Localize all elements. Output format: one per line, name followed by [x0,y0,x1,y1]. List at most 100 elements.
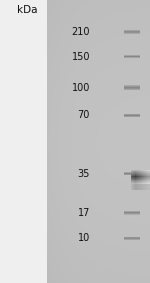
Bar [137,172,138,173]
Text: 210: 210 [72,27,90,37]
Bar [136,180,137,181]
Bar [136,182,137,183]
Bar [149,173,150,174]
Bar [132,184,133,190]
Bar [139,171,140,172]
Text: 100: 100 [72,83,90,93]
Bar [145,184,146,190]
Bar [147,178,148,179]
Bar [137,178,138,179]
Bar [147,182,148,183]
Bar [142,178,143,179]
Bar [140,178,141,179]
Bar [135,171,136,172]
Bar [135,181,136,182]
Bar [133,176,134,177]
Bar [136,180,137,181]
Bar [136,177,137,178]
Bar [146,176,147,177]
Bar [132,181,133,182]
Bar [143,177,144,178]
Bar [130,172,131,173]
Bar [149,175,150,176]
Bar [140,174,141,175]
Bar [134,183,135,184]
Bar [133,177,134,178]
Bar [137,179,138,180]
Bar [137,182,138,183]
Bar [137,174,138,175]
Bar [130,179,131,180]
Bar [133,170,134,171]
Bar [144,182,145,183]
Bar [138,174,139,175]
Bar [130,181,131,182]
Bar [146,177,147,178]
Bar [147,171,148,172]
Bar [142,182,143,183]
Bar [138,170,139,171]
Bar [149,180,150,181]
Bar [147,173,148,174]
Bar [140,181,141,182]
Bar [135,182,136,183]
Bar [139,178,140,179]
Bar [141,172,142,173]
Bar [148,182,149,183]
Bar [139,175,140,176]
Bar [138,183,139,184]
Bar [132,174,133,175]
Bar [139,174,140,175]
Bar [137,184,138,190]
Bar [147,184,148,190]
Bar [134,180,135,181]
Bar [149,184,150,190]
Bar [134,184,135,190]
Bar [145,180,146,181]
Bar [130,177,131,178]
Bar [135,183,136,184]
Bar [143,179,144,180]
Bar [130,183,131,184]
Bar [136,181,137,182]
Bar [145,171,146,172]
Bar [144,171,145,172]
Bar [142,181,143,182]
Bar [139,180,140,181]
Bar [142,177,143,178]
Bar [146,182,147,183]
Bar [140,179,141,180]
Bar [137,170,138,171]
Bar [143,173,144,174]
Bar [142,184,143,190]
Bar [135,173,136,174]
Bar [124,88,140,89]
Bar [134,179,135,180]
Bar [131,172,132,173]
Bar [138,184,139,190]
Bar [148,173,149,174]
Bar [141,174,142,175]
Bar [147,170,148,171]
Bar [136,170,137,171]
Text: 17: 17 [78,208,90,218]
Bar [143,180,144,181]
Bar [138,176,139,177]
Bar [133,180,134,181]
Bar [139,170,140,171]
Bar [142,180,143,181]
Bar [140,184,141,190]
Bar [135,180,136,181]
Bar [136,181,137,182]
Bar [144,180,145,181]
Bar [130,176,131,177]
Bar [140,182,141,183]
Bar [145,182,146,183]
Bar [143,184,144,190]
Bar [139,176,140,177]
Bar [135,177,136,178]
Bar [136,177,137,178]
Bar [131,184,132,190]
Bar [147,181,148,182]
Bar [143,182,144,183]
